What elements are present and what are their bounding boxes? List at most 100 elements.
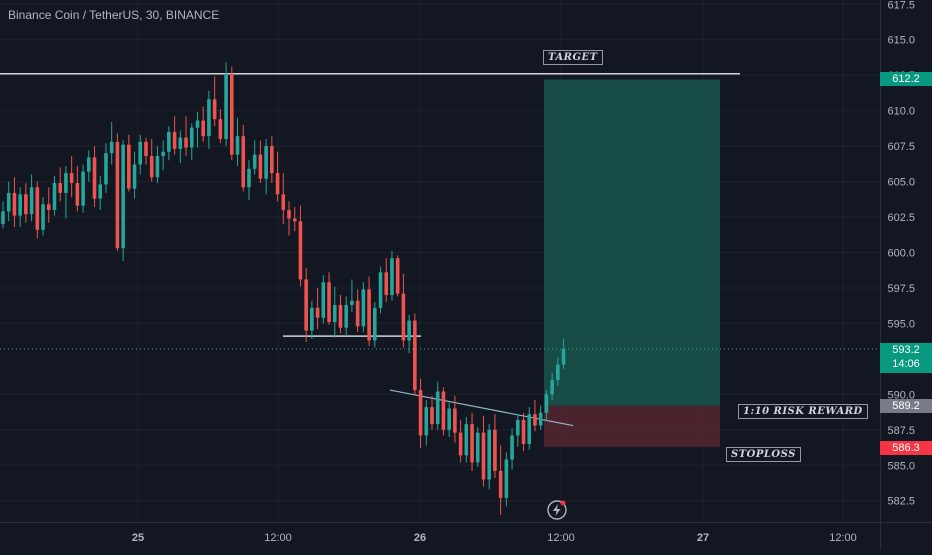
candle-body [270, 146, 274, 174]
candle-body [304, 279, 308, 331]
candle-body [561, 348, 566, 365]
price-tick-label: 610.0 [887, 106, 915, 118]
time-tick-label: 12:00 [547, 532, 575, 544]
candle-body [435, 391, 440, 425]
candle-body [81, 171, 85, 206]
candle-body [218, 119, 223, 140]
candle-body [550, 380, 554, 395]
candle-body [315, 307, 320, 318]
candle-body [413, 320, 417, 391]
candle-body [58, 182, 62, 193]
candle-body [155, 156, 160, 178]
candle-body [292, 218, 297, 222]
candle-body [212, 99, 217, 120]
candle-body [144, 141, 148, 157]
candle-body [321, 282, 326, 318]
candle-body [361, 289, 366, 327]
candle-body [350, 300, 354, 305]
candle-body [395, 258, 400, 294]
target-zone [544, 79, 720, 406]
candle-body [418, 390, 423, 436]
candle-body [275, 173, 280, 195]
candle-body [224, 73, 228, 140]
candle-body [470, 424, 474, 463]
candle-body [201, 120, 205, 137]
candle-body [247, 168, 251, 188]
candle-body [510, 435, 514, 460]
candle-body [556, 364, 560, 381]
candle-body [487, 429, 491, 480]
candle-body [12, 192, 17, 216]
candle-body [115, 141, 120, 249]
candle-body [29, 187, 34, 215]
time-tick-label: 12:00 [264, 532, 292, 544]
price-tick-label: 615.0 [887, 35, 915, 47]
candle-body [344, 304, 348, 328]
candle-body [24, 194, 28, 215]
candle-body [367, 289, 371, 341]
candle-body [46, 204, 51, 210]
price-tick-label: 602.5 [887, 212, 915, 224]
candle-body [533, 414, 537, 426]
candle-body [258, 154, 263, 179]
candle-body [184, 137, 188, 148]
candle-body [138, 141, 143, 165]
candle-body [424, 407, 429, 436]
target-note[interactable]: TARGET [543, 50, 603, 65]
time-tick-label: 12:00 [829, 532, 857, 544]
candle-body [538, 412, 543, 426]
candle-body [64, 173, 68, 193]
candle-body [327, 282, 331, 322]
candle-body [92, 157, 97, 199]
price-tick-label: 617.5 [887, 0, 915, 11]
candle-body [98, 184, 103, 199]
candle-body [407, 320, 411, 341]
current-price-value: 593.2 [892, 344, 920, 356]
candle-body [109, 141, 114, 154]
candle-body [167, 131, 171, 152]
candle-body [310, 307, 314, 331]
candle-body [132, 164, 137, 189]
entry-price-tag: 589.2 [880, 399, 932, 413]
candle-body [481, 432, 486, 480]
candle-body [475, 432, 480, 463]
candle-body [6, 192, 11, 212]
stoploss-note[interactable]: STOPLOSS [726, 447, 801, 462]
symbol-title: Binance Coin / TetherUS, 30, BINANCE [8, 8, 220, 22]
candle-body [498, 470, 503, 498]
candle-countdown: 14:06 [892, 358, 920, 370]
candle-body [453, 408, 457, 433]
candle-body [52, 182, 57, 210]
candle-body [516, 419, 520, 436]
candle-body [195, 120, 200, 128]
time-tick-label: 25 [132, 532, 144, 544]
candle-body [178, 137, 183, 149]
stop-price-tag: 586.3 [880, 441, 932, 455]
candle-body [189, 127, 194, 148]
price-tick-label: 597.5 [887, 283, 915, 295]
candle-body [161, 151, 165, 157]
candle-body [504, 459, 509, 498]
candle-body [430, 407, 434, 425]
candle-body [241, 136, 246, 188]
price-tick-label: 595.0 [887, 318, 915, 330]
candle-body [127, 144, 131, 189]
candle-body [230, 73, 234, 155]
candle-body [264, 146, 268, 179]
candle-body [87, 157, 91, 172]
candle-body [1, 211, 5, 225]
target-price-tag: 612.2 [880, 72, 932, 86]
candle-body [18, 194, 22, 216]
candle-body [207, 99, 211, 137]
candle-body [41, 204, 45, 230]
lightning-icon[interactable] [546, 499, 568, 521]
price-tick-label: 582.5 [887, 496, 915, 508]
candle-body [298, 221, 303, 280]
candle-body [75, 182, 80, 206]
candle-body [149, 156, 154, 178]
candle-body [447, 408, 451, 430]
time-tick-label: 27 [697, 532, 709, 544]
risk-reward-note[interactable]: 1:10 RISK REWARD [738, 404, 868, 419]
